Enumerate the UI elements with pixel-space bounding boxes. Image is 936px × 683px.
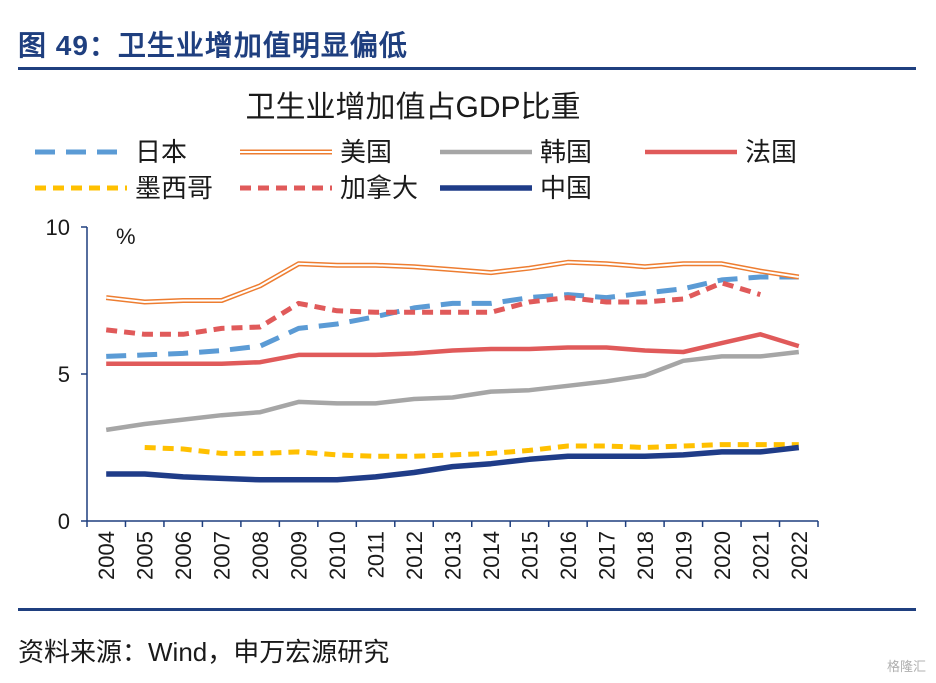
x-tick-label: 2018 [633,531,658,580]
source-note: 资料来源：Wind，申万宏源研究 [18,637,390,667]
legend-label: 加拿大 [340,173,418,203]
legend-label: 日本 [135,137,187,167]
x-tick-label: 2021 [748,531,773,580]
x-tick-label: 2008 [248,531,273,580]
top-rule [18,67,916,70]
series-美国 [105,259,800,305]
axes: 0 5 10 2004 2005 2006 2007 2008 2009 2010 2011 2012… [46,215,819,580]
series-日本 [106,274,799,359]
x-tick-label: 2019 [671,531,696,580]
legend-item-墨西哥: 墨西哥 [35,173,213,203]
unit-label: % [116,224,136,249]
x-tick-label: 2010 [325,531,350,580]
series-韩国 [105,349,800,433]
series-中国 [106,444,800,483]
legend-label: 中国 [540,173,592,203]
legend-label: 法国 [745,137,797,167]
legend-item-加拿大: 加拿大 [240,173,418,203]
figure-title: 图 49：卫生业增加值明显偏低 [18,30,408,61]
x-tick-label: 2009 [287,531,312,580]
series-墨西哥 [144,442,799,459]
x-tick-label: 2016 [556,531,581,580]
legend-label: 墨西哥 [135,173,213,203]
x-tick-label: 2020 [710,531,735,580]
legend-item-中国: 中国 [440,173,592,203]
x-tick-label: 2022 [787,531,812,580]
x-tick-label: 2006 [171,531,196,580]
x-tick-label: 2013 [441,531,466,580]
series-法国 [106,332,800,366]
x-tick-label: 2014 [479,531,504,580]
series-line [106,274,799,359]
series-加拿大 [105,280,762,337]
y-tick-label: 10 [46,215,70,240]
x-tick-label: 2017 [594,531,619,580]
series-line-inner [106,261,799,303]
chart-title: 卫生业增加值占GDP比重 [245,91,580,124]
series-lines [105,259,800,483]
x-tick-label: 2011 [364,531,389,578]
series-line [106,332,800,366]
x-tick-label: 2004 [94,531,119,580]
series-line [105,349,800,433]
y-tick-label: 0 [58,509,70,534]
series-line [105,280,762,337]
x-tick-label: 2015 [517,531,542,580]
legend-item-日本: 日本 [35,137,187,167]
x-tick-label: 2005 [133,531,158,580]
legend-label: 美国 [340,137,392,167]
x-tick-label: 2012 [402,531,427,580]
legend-item-韩国: 韩国 [440,137,592,167]
watermark-text: 格隆汇 [886,659,926,674]
bottom-rule [18,608,916,611]
legend-item-美国: 美国 [240,137,392,167]
series-line [106,444,800,483]
legend-item-法国: 法国 [645,137,797,167]
x-tick-label: 2007 [210,531,235,580]
y-tick-label: 5 [58,362,70,387]
legend-label: 韩国 [540,137,592,167]
series-line [144,442,799,459]
